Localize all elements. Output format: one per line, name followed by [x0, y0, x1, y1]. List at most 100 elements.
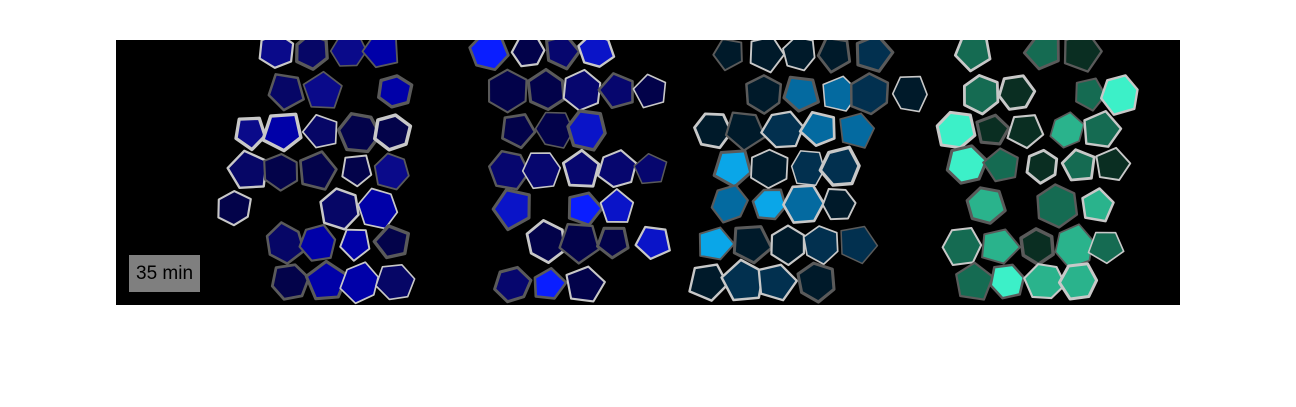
cell	[782, 75, 820, 113]
cell	[955, 261, 994, 301]
cell	[558, 222, 601, 265]
cell	[770, 224, 806, 267]
cell	[267, 73, 305, 112]
cell	[534, 111, 575, 149]
cell	[373, 152, 410, 191]
cell	[981, 228, 1021, 265]
cell	[261, 112, 303, 153]
cell	[750, 148, 789, 190]
cell	[304, 259, 349, 301]
cell	[329, 40, 368, 67]
cell	[493, 265, 533, 304]
cell	[1095, 146, 1132, 181]
cell	[533, 267, 568, 300]
cell-panel-teal	[935, 40, 1139, 301]
cell	[226, 149, 268, 190]
cell	[299, 150, 338, 191]
cell	[712, 149, 753, 189]
cell	[751, 188, 787, 221]
cell	[634, 225, 671, 260]
cell	[487, 68, 528, 114]
cell	[745, 74, 783, 115]
cell	[562, 68, 602, 112]
cell	[377, 74, 414, 109]
cell	[234, 116, 267, 152]
cell	[577, 40, 616, 68]
cell	[372, 224, 410, 260]
cell	[1057, 262, 1099, 301]
cell	[839, 112, 876, 149]
cell	[263, 153, 299, 192]
cell	[975, 113, 1011, 146]
cell	[796, 261, 836, 304]
cell	[724, 111, 767, 152]
cell	[566, 109, 607, 152]
cell	[510, 40, 546, 68]
cell	[1049, 111, 1085, 149]
cell	[802, 225, 839, 266]
cell	[339, 261, 380, 305]
cell	[849, 72, 890, 116]
cell	[732, 225, 774, 265]
cell	[840, 225, 879, 265]
cell	[632, 73, 667, 109]
microscopy-image-panel: 35 min	[116, 40, 1180, 305]
cell-panel-bright-blue	[468, 40, 671, 304]
cell	[945, 144, 989, 185]
cell	[989, 263, 1026, 300]
cell	[468, 40, 510, 72]
cell	[501, 113, 537, 150]
cell	[1100, 74, 1139, 116]
cell	[935, 110, 977, 150]
cell	[525, 218, 567, 265]
cell	[596, 149, 638, 189]
cell-panel-dark-blue	[217, 40, 416, 305]
cell	[760, 110, 805, 149]
cell	[258, 40, 295, 69]
cell	[270, 263, 311, 301]
cell	[319, 187, 360, 231]
cell	[565, 265, 606, 303]
cell	[301, 113, 338, 149]
cell	[693, 112, 733, 150]
cell	[757, 263, 798, 302]
cell	[339, 228, 371, 262]
cell	[599, 188, 635, 223]
cell	[1083, 109, 1123, 148]
cell	[963, 74, 1000, 116]
cell	[1025, 148, 1059, 185]
cell	[710, 184, 749, 224]
cell	[373, 113, 413, 152]
cell	[295, 40, 329, 71]
cell	[1075, 77, 1107, 112]
cell	[336, 112, 382, 154]
cell	[1060, 148, 1096, 182]
cell	[375, 264, 416, 301]
cell	[941, 227, 983, 266]
cell	[1087, 231, 1125, 265]
cell	[567, 191, 604, 227]
cell	[965, 186, 1007, 225]
cell	[341, 154, 373, 188]
cell	[488, 149, 531, 191]
cell	[545, 40, 582, 71]
cell	[712, 40, 743, 72]
cell	[1054, 223, 1094, 269]
cell	[491, 188, 531, 232]
cell	[790, 150, 826, 187]
cell	[217, 190, 252, 227]
cell	[596, 226, 630, 260]
cell	[298, 223, 337, 262]
cell	[1019, 227, 1055, 267]
cell	[818, 145, 861, 187]
cell	[982, 147, 1019, 183]
cell	[633, 152, 668, 185]
cell	[749, 40, 786, 74]
cell-tessellation	[217, 40, 1139, 305]
cell	[1081, 187, 1115, 223]
time-label: 35 min	[129, 255, 201, 292]
cell	[688, 263, 729, 302]
cell-panel-cyan	[688, 40, 928, 304]
cell	[698, 226, 736, 261]
cell	[816, 40, 852, 74]
